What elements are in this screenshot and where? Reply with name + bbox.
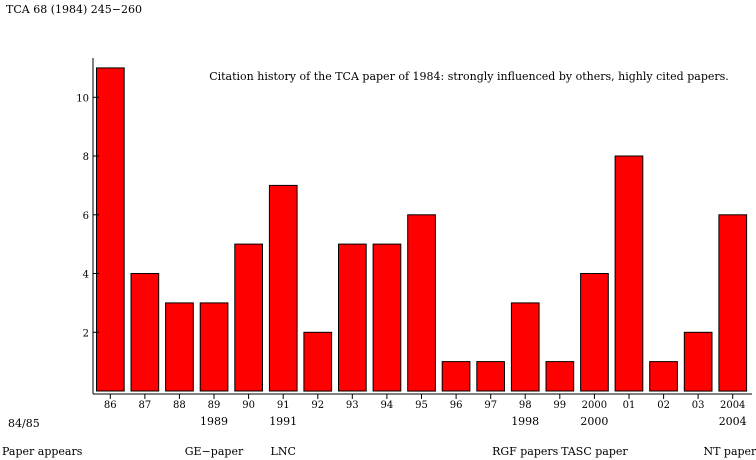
x-tick-label: 87	[139, 400, 152, 411]
bar-94	[372, 243, 402, 392]
bar-93	[338, 243, 367, 392]
x-tick-label: 99	[553, 400, 566, 411]
x-tick-label: 89	[208, 400, 221, 411]
bar-91	[268, 184, 298, 392]
annotation-label: LNC	[271, 445, 296, 458]
annotation-year: 1989	[200, 415, 228, 428]
x-tick-label: 90	[242, 400, 255, 411]
annotation-year: 2004	[719, 415, 747, 428]
x-tick-label: 01	[623, 400, 636, 411]
annotation-year: 1991	[269, 415, 297, 428]
annotation-year: 2000	[580, 415, 608, 428]
annotation-year: 84/85	[8, 417, 40, 430]
bar-02	[649, 361, 678, 392]
x-tick-label: 02	[657, 400, 670, 411]
y-tick-label: 2	[83, 328, 89, 339]
bar-86	[96, 67, 125, 392]
x-tick-label: 03	[692, 400, 705, 411]
x-tick-label: 93	[346, 400, 359, 411]
page-header: TCA 68 (1984) 245−260	[6, 3, 142, 16]
annotation-label: TASC paper	[561, 445, 628, 458]
bar-95	[407, 214, 436, 392]
bar-2000	[580, 273, 609, 392]
annotation-label: Paper appears	[2, 445, 83, 458]
annotation-label: RGF papers	[492, 445, 559, 458]
bar-99	[545, 361, 575, 392]
bar-89	[199, 302, 229, 392]
x-tick-label: 86	[104, 400, 117, 411]
bar-90	[234, 243, 264, 392]
bar-98	[510, 302, 540, 392]
chart-annotations: 84/85 Paper appears 1989 GE−paper 1991 LNC 199…	[2, 415, 756, 458]
x-tick-label: 88	[173, 400, 186, 411]
bar-92	[303, 331, 333, 392]
bar-01	[614, 155, 644, 392]
annotation-label: GE−paper	[185, 445, 244, 458]
y-tick-label: 8	[83, 152, 89, 163]
x-tick-label: 94	[381, 400, 394, 411]
x-tick-label: 95	[415, 400, 428, 411]
bar-88	[165, 302, 194, 392]
bar-03	[683, 331, 713, 392]
y-tick-label: 6	[83, 211, 89, 222]
annotation-label: NT papers	[703, 445, 756, 458]
bar-2004	[718, 214, 748, 392]
bar-96	[441, 361, 471, 392]
x-tick-label: 92	[311, 400, 324, 411]
bar-87	[130, 273, 160, 392]
chart-axes: 86 87 88 89 90 91 92 93 94 95 96 97 98 99 2000 01 02 03 20…	[76, 58, 752, 411]
bar-series	[96, 67, 748, 392]
x-tick-label: 98	[519, 400, 532, 411]
x-tick-label: 2004	[720, 400, 745, 411]
x-tick-label: 97	[484, 400, 497, 411]
y-tick-label: 10	[76, 93, 89, 104]
x-tick-label: 96	[450, 400, 463, 411]
annotation-year: 1998	[511, 415, 539, 428]
chart-title: Citation history of the TCA paper of 198…	[209, 70, 729, 83]
y-tick-label: 4	[83, 270, 89, 281]
x-tick-label: 2000	[582, 400, 607, 411]
x-tick-label: 91	[277, 400, 290, 411]
bar-97	[476, 361, 505, 392]
